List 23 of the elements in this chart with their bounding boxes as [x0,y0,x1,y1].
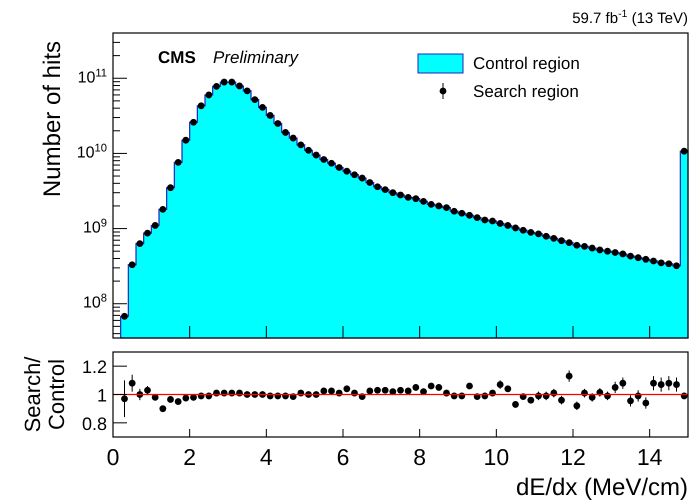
y-tick-label: 0.8 [82,414,107,434]
x-tick-label: 4 [260,444,273,470]
x-tick-label: 12 [560,444,586,470]
y-tick-label: 1.2 [82,357,107,378]
x-axis-title: dE/dx (MeV/cm) [516,474,688,501]
y-axis-title: Search/Control [20,356,69,432]
x-tick-label: 8 [413,444,426,470]
y-tick-label: 1 [96,386,107,406]
y-axis-title: Number of hits [39,41,66,198]
y-tick-label: 10$^{9}$ [82,218,107,237]
x-tick-label: 10 [484,444,510,470]
y-tick-label: 10$^{11}$ [78,67,107,86]
legend-label: Control region [473,54,580,73]
y-tick-label: 10$^{10}$ [76,142,107,162]
x-tick-label: 2 [183,444,196,470]
x-tick-label: 0 [106,444,120,470]
annotation: CMS [158,48,196,67]
text: 59.7 fb$^{-1}$ (13 TeV) [572,8,688,27]
y-tick-label: 10$^{8}$ [82,292,107,312]
legend-label: Search region [473,82,579,101]
annotation: Preliminary [213,48,300,67]
x-tick-label: 6 [336,444,350,470]
x-tick-label: 14 [636,444,663,470]
